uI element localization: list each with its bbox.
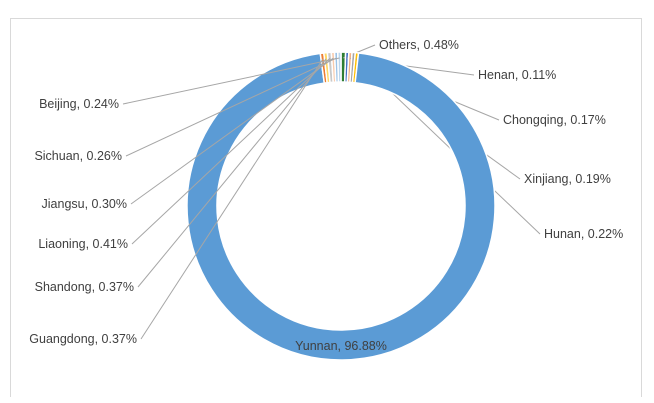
leader-line-sichuan (125, 57, 337, 157)
leader-line-guangdong (140, 58, 324, 340)
slice-beijing (337, 51, 342, 83)
leader-line-jiangsu (130, 57, 334, 205)
chart-frame (10, 18, 642, 397)
leader-line-beijing (122, 57, 340, 105)
leader-line-shandong (137, 58, 327, 288)
data-label-shandong: Shandong, 0.37% (35, 280, 134, 294)
data-label-jiangsu: Jiangsu, 0.30% (42, 197, 127, 211)
leader-line-liaoning (131, 58, 331, 245)
slice-yunnan (186, 52, 496, 361)
data-label-liaoning: Liaoning, 0.41% (38, 237, 128, 251)
data-label-guangdong: Guangdong, 0.37% (29, 332, 137, 346)
data-label-yunnan: Yunnan, 96.88% (295, 339, 387, 353)
data-label-chongqing: Chongqing, 0.17% (503, 113, 606, 127)
data-label-others: Others, 0.48% (379, 38, 459, 52)
data-label-henan: Henan, 0.11% (478, 68, 556, 82)
data-label-beijing: Beijing, 0.24% (39, 97, 119, 111)
data-label-sichuan: Sichuan, 0.26% (34, 149, 122, 163)
data-label-hunan: Hunan, 0.22% (544, 227, 623, 241)
data-label-xinjiang: Xinjiang, 0.19% (524, 172, 611, 186)
